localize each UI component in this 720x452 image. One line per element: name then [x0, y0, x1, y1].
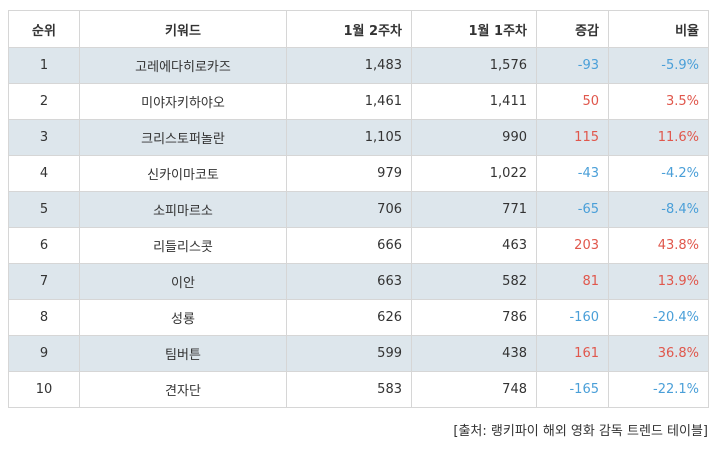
keyword-cell: 소피마르소 [79, 191, 287, 228]
ratio-cell: -20.4% [608, 299, 709, 336]
keyword-cell: 신카이마코토 [79, 155, 287, 192]
table-row: 2 미야자키하야오 1,461 1,411 50 3.5% [8, 83, 709, 120]
change-cell: 81 [536, 263, 609, 300]
keyword-cell: 견자단 [79, 371, 287, 408]
keyword-cell: 크리스토퍼놀란 [79, 119, 287, 156]
table-row: 1 고레에다히로카즈 1,483 1,576 -93 -5.9% [8, 47, 709, 84]
week1-cell: 463 [411, 227, 537, 264]
ranking-table: 순위 키워드 1월 2주차 1월 1주차 증감 비율 1 고레에다히로카즈 1,48… [8, 10, 709, 408]
table-row: 7 이안 663 582 81 13.9% [8, 263, 709, 300]
ratio-cell: 11.6% [608, 119, 709, 156]
table-row: 6 리들리스콧 666 463 203 43.8% [8, 227, 709, 264]
week2-cell: 626 [286, 299, 412, 336]
rank-cell: 10 [8, 371, 80, 408]
change-cell: -165 [536, 371, 609, 408]
week1-cell: 1,411 [411, 83, 537, 120]
week2-cell: 706 [286, 191, 412, 228]
rank-cell: 2 [8, 83, 80, 120]
header-week1: 1월 1주차 [411, 10, 537, 48]
table-row: 10 견자단 583 748 -165 -22.1% [8, 371, 709, 408]
ratio-cell: -4.2% [608, 155, 709, 192]
change-cell: -43 [536, 155, 609, 192]
ranking-table-container: 순위 키워드 1월 2주차 1월 1주차 증감 비율 1 고레에다히로카즈 1,48… [8, 10, 709, 408]
ratio-cell: 43.8% [608, 227, 709, 264]
change-cell: 161 [536, 335, 609, 372]
header-keyword: 키워드 [79, 10, 287, 48]
week2-cell: 1,105 [286, 119, 412, 156]
table-header-row: 순위 키워드 1월 2주차 1월 1주차 증감 비율 [8, 10, 709, 48]
table-row: 8 성룡 626 786 -160 -20.4% [8, 299, 709, 336]
change-cell: 50 [536, 83, 609, 120]
week1-cell: 748 [411, 371, 537, 408]
change-cell: 203 [536, 227, 609, 264]
week2-cell: 666 [286, 227, 412, 264]
change-cell: -65 [536, 191, 609, 228]
table-row: 3 크리스토퍼놀란 1,105 990 115 11.6% [8, 119, 709, 156]
table-row: 5 소피마르소 706 771 -65 -8.4% [8, 191, 709, 228]
rank-cell: 1 [8, 47, 80, 84]
rank-cell: 5 [8, 191, 80, 228]
week1-cell: 771 [411, 191, 537, 228]
header-change: 증감 [536, 10, 609, 48]
week2-cell: 663 [286, 263, 412, 300]
week2-cell: 599 [286, 335, 412, 372]
ratio-cell: -5.9% [608, 47, 709, 84]
week1-cell: 786 [411, 299, 537, 336]
ratio-cell: 13.9% [608, 263, 709, 300]
keyword-cell: 성룡 [79, 299, 287, 336]
rank-cell: 4 [8, 155, 80, 192]
week2-cell: 1,461 [286, 83, 412, 120]
table-row: 9 팀버튼 599 438 161 36.8% [8, 335, 709, 372]
week1-cell: 1,022 [411, 155, 537, 192]
keyword-cell: 리들리스콧 [79, 227, 287, 264]
week2-cell: 979 [286, 155, 412, 192]
header-rank: 순위 [8, 10, 80, 48]
keyword-cell: 이안 [79, 263, 287, 300]
keyword-cell: 미야자키하야오 [79, 83, 287, 120]
change-cell: -93 [536, 47, 609, 84]
table-row: 4 신카이마코토 979 1,022 -43 -4.2% [8, 155, 709, 192]
week2-cell: 583 [286, 371, 412, 408]
rank-cell: 9 [8, 335, 80, 372]
week1-cell: 438 [411, 335, 537, 372]
ratio-cell: -8.4% [608, 191, 709, 228]
keyword-cell: 팀버튼 [79, 335, 287, 372]
change-cell: -160 [536, 299, 609, 336]
rank-cell: 7 [8, 263, 80, 300]
rank-cell: 6 [8, 227, 80, 264]
week1-cell: 582 [411, 263, 537, 300]
source-caption: [출처: 랭키파이 해외 영화 감독 트렌드 테이블] [453, 424, 708, 439]
ratio-cell: -22.1% [608, 371, 709, 408]
week2-cell: 1,483 [286, 47, 412, 84]
header-ratio: 비율 [608, 10, 709, 48]
week1-cell: 990 [411, 119, 537, 156]
week1-cell: 1,576 [411, 47, 537, 84]
header-week2: 1월 2주차 [286, 10, 412, 48]
ratio-cell: 3.5% [608, 83, 709, 120]
keyword-cell: 고레에다히로카즈 [79, 47, 287, 84]
change-cell: 115 [536, 119, 609, 156]
rank-cell: 8 [8, 299, 80, 336]
ratio-cell: 36.8% [608, 335, 709, 372]
rank-cell: 3 [8, 119, 80, 156]
